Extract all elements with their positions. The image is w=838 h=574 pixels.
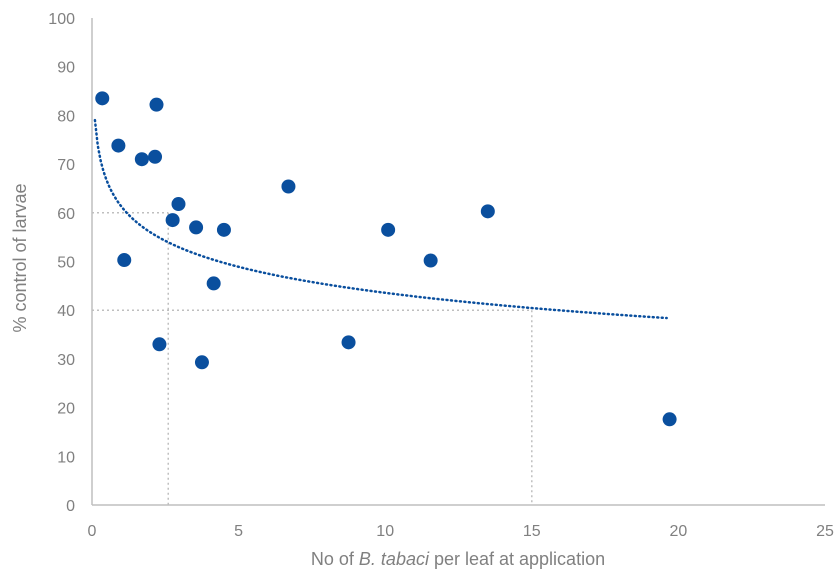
data-point [111, 138, 126, 153]
data-point [117, 253, 132, 268]
y-tick-label: 90 [57, 60, 75, 77]
x-tick-label: 20 [670, 523, 688, 540]
data-point [480, 204, 495, 219]
y-tick-label: 10 [57, 449, 75, 466]
x-axis-title-species: B. tabaci [359, 549, 430, 569]
y-tick-label: 0 [66, 498, 75, 515]
y-tick-label: 70 [57, 157, 75, 174]
data-point [95, 91, 110, 106]
data-point [281, 179, 296, 194]
data-point [149, 97, 164, 112]
reference-lines [92, 212, 533, 505]
data-point [152, 337, 167, 352]
x-tick-labels: 0 5 10 15 20 25 [88, 523, 834, 540]
data-point [341, 335, 356, 350]
data-point [423, 253, 438, 268]
y-tick-label: 20 [57, 401, 75, 418]
data-point [216, 222, 231, 237]
data-point [189, 220, 204, 235]
data-point [148, 149, 163, 164]
axes [91, 18, 825, 506]
data-point [194, 355, 209, 370]
y-tick-label: 80 [57, 108, 75, 125]
data-point [662, 412, 677, 427]
x-tick-label: 25 [816, 523, 834, 540]
data-point [381, 222, 396, 237]
x-tick-label: 5 [234, 523, 243, 540]
y-tick-label: 30 [57, 352, 75, 369]
data-point [206, 276, 221, 291]
x-axis-title-prefix: No of [311, 549, 359, 569]
data-point [134, 152, 149, 167]
data-point [165, 213, 180, 228]
y-axis-title: % control of larvae [10, 183, 30, 332]
x-axis-title-suffix: per leaf at application [429, 549, 605, 569]
x-tick-label: 10 [376, 523, 394, 540]
x-tick-label: 15 [523, 523, 541, 540]
data-points [95, 91, 677, 427]
y-tick-labels: 0 10 20 30 40 50 60 70 80 90 100 [48, 11, 75, 515]
trendline [93, 118, 668, 320]
y-tick-label: 60 [57, 206, 75, 223]
data-point [171, 197, 186, 212]
x-axis-title: No of B. tabaci per leaf at application [311, 549, 605, 569]
y-tick-label: 100 [48, 11, 75, 28]
y-tick-label: 40 [57, 303, 75, 320]
x-tick-label: 0 [88, 523, 97, 540]
y-tick-label: 50 [57, 255, 75, 272]
